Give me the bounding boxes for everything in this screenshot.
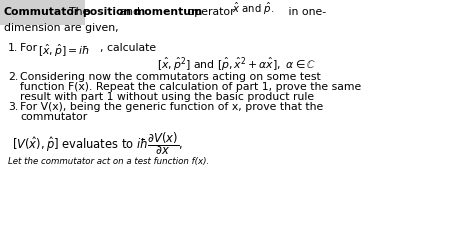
Text: $\hat{x}$ and $\hat{p}.$: $\hat{x}$ and $\hat{p}.$ <box>232 1 274 17</box>
Text: 1.: 1. <box>8 43 18 53</box>
Text: dimension are given,: dimension are given, <box>4 23 118 33</box>
Text: commutator: commutator <box>20 112 87 122</box>
Text: function F(x). Repeat the calculation of part 1, prove the same: function F(x). Repeat the calculation of… <box>20 82 361 92</box>
Text: , calculate: , calculate <box>100 43 156 53</box>
Bar <box>0 0 85 25</box>
Text: : The: : The <box>62 7 93 17</box>
Text: 3.: 3. <box>8 102 18 112</box>
Text: Considering now the commutators acting on some test: Considering now the commutators acting o… <box>20 72 321 82</box>
Text: $[\hat{x}, \hat{p}] = i\hbar$: $[\hat{x}, \hat{p}] = i\hbar$ <box>38 43 90 59</box>
Text: in one-: in one- <box>285 7 326 17</box>
Text: and: and <box>116 7 144 17</box>
Text: position: position <box>82 7 131 17</box>
Text: $[\hat{x}, \hat{p}^2]$ and $[\hat{p}, \hat{x}^2 + \alpha\hat{x}],\ \alpha \in \m: $[\hat{x}, \hat{p}^2]$ and $[\hat{p}, \h… <box>157 56 317 74</box>
Text: $[V(\hat{x}), \hat{p}]$ evaluates to $i\hbar\dfrac{\partial V(x)}{\partial x}$,: $[V(\hat{x}), \hat{p}]$ evaluates to $i\… <box>12 130 183 157</box>
Text: momentum: momentum <box>133 7 202 17</box>
Text: operator: operator <box>184 7 235 17</box>
Text: For: For <box>20 43 41 53</box>
Text: Let the commutator act on a test function f(x).: Let the commutator act on a test functio… <box>8 157 209 166</box>
Text: result with part 1 without using the basic product rule: result with part 1 without using the bas… <box>20 92 314 102</box>
Text: Commutator: Commutator <box>4 7 80 17</box>
Text: For V(x), being the generic function of x, prove that the: For V(x), being the generic function of … <box>20 102 323 112</box>
Text: 2.: 2. <box>8 72 18 82</box>
